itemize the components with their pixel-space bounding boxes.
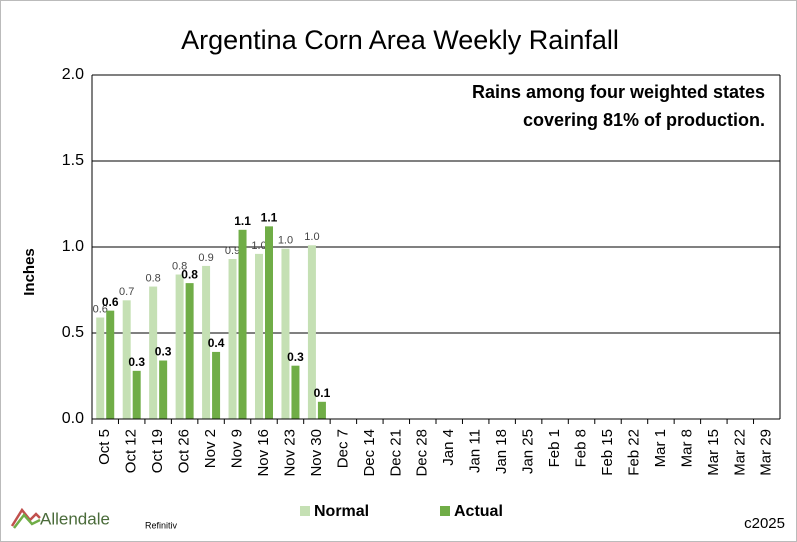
bar (149, 286, 158, 419)
x-tick-label: Mar 15 (705, 429, 722, 476)
data-label: 1.1 (234, 214, 251, 228)
bar (307, 245, 316, 419)
logo-text: Allendale (40, 509, 110, 528)
x-tick-label: Oct 26 (176, 429, 193, 473)
bar (132, 370, 141, 419)
data-label: 0.4 (208, 336, 225, 350)
annotation: covering 81% of production. (523, 110, 765, 130)
data-label: 0.6 (102, 295, 119, 309)
bar (159, 360, 168, 419)
y-tick-label: 1.0 (62, 238, 84, 255)
legend-swatch (440, 506, 450, 516)
bar (202, 265, 211, 419)
data-label: 0.6 (93, 303, 108, 315)
bar (122, 300, 131, 419)
bar (238, 229, 247, 419)
x-tick-label: Jan 18 (493, 429, 510, 474)
data-label: 0.7 (119, 286, 134, 298)
bar (96, 317, 105, 419)
x-tick-label: Dec 21 (387, 429, 404, 477)
y-axis-label: Inches (21, 248, 38, 296)
x-tick-label: Jan 25 (520, 429, 537, 474)
annotation: Rains among four weighted states (472, 82, 765, 102)
data-label: 1.1 (261, 211, 278, 225)
x-tick-label: Dec 7 (334, 429, 351, 468)
x-tick-label: Jan 11 (467, 429, 484, 473)
y-tick-label: 0.0 (62, 410, 84, 427)
legend-label: Actual (454, 503, 503, 520)
x-tick-label: Mar 8 (678, 429, 695, 467)
x-tick-label: Feb 22 (625, 429, 642, 476)
x-tick-label: Mar 22 (731, 429, 748, 476)
bar (175, 274, 184, 419)
legend-swatch (300, 506, 310, 516)
bar (291, 365, 300, 419)
x-tick-label: Mar 1 (652, 429, 669, 467)
x-tick-label: Feb 8 (573, 429, 590, 467)
x-tick-label: Dec 14 (361, 429, 378, 477)
x-tick-label: Oct 12 (123, 429, 140, 473)
data-label: 1.0 (251, 240, 266, 252)
x-tick-label: Oct 19 (149, 429, 166, 473)
data-label: 0.3 (155, 345, 172, 359)
data-label: 0.9 (225, 245, 240, 257)
x-tick-label: Mar 29 (758, 429, 775, 476)
bar (228, 259, 237, 419)
y-tick-label: 1.5 (62, 152, 84, 169)
data-label: 0.3 (287, 350, 304, 364)
source: Refinitiv (145, 520, 178, 530)
data-label: 1.0 (304, 231, 319, 243)
x-tick-label: Feb 1 (546, 429, 563, 467)
copyright: c2025 (744, 515, 785, 532)
data-label: 0.8 (146, 272, 161, 284)
bar (106, 310, 115, 419)
data-label: 0.8 (172, 260, 187, 272)
data-label: 1.0 (278, 235, 293, 247)
data-label: 0.1 (314, 386, 331, 400)
x-tick-label: Oct 5 (96, 429, 113, 465)
chart-title: Argentina Corn Area Weekly Rainfall (181, 25, 619, 55)
data-label: 0.3 (128, 355, 145, 369)
x-tick-label: Nov 16 (255, 429, 272, 477)
logo (10, 507, 41, 529)
bar (281, 248, 290, 419)
y-tick-label: 2.0 (62, 66, 84, 83)
bar (185, 283, 194, 419)
bar (265, 226, 273, 419)
x-tick-label: Nov 30 (308, 429, 325, 477)
y-tick-label: 0.5 (62, 324, 84, 341)
bar (255, 253, 263, 419)
bar (317, 401, 326, 419)
bar (212, 351, 221, 419)
x-tick-label: Nov 2 (202, 429, 219, 468)
x-tick-label: Nov 23 (281, 429, 298, 477)
legend-label: Normal (314, 503, 369, 520)
data-label: 0.8 (181, 267, 198, 281)
x-tick-label: Jan 4 (440, 429, 457, 466)
x-tick-label: Nov 9 (229, 429, 246, 468)
data-label: 0.9 (198, 252, 213, 264)
x-tick-label: Feb 15 (599, 429, 616, 476)
x-tick-label: Dec 28 (414, 429, 431, 477)
